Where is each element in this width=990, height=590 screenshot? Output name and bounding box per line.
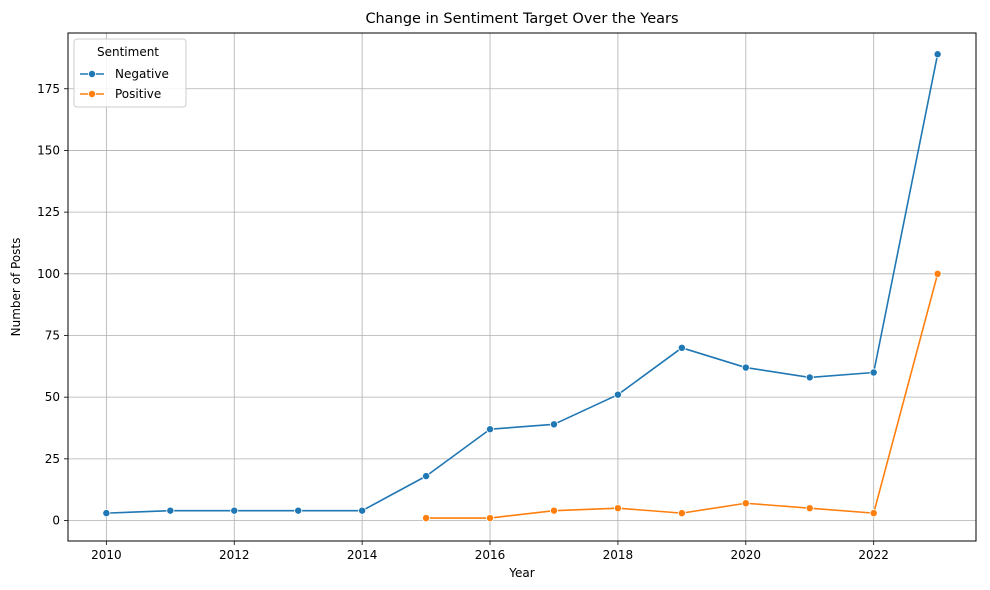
- x-axis-label: Year: [508, 566, 534, 580]
- series-layer: [102, 50, 942, 523]
- positive-data-point: [933, 269, 942, 278]
- y-tick-label: 0: [52, 514, 60, 528]
- negative-data-point: [230, 506, 239, 515]
- positive-data-point: [869, 509, 878, 518]
- x-tick-label: 2014: [347, 548, 378, 562]
- y-tick-label: 150: [37, 143, 60, 157]
- negative-data-point: [102, 509, 111, 518]
- y-tick-label: 50: [45, 390, 60, 404]
- negative-data-point: [613, 390, 622, 399]
- negative-series-line: [106, 54, 939, 514]
- negative-data-point: [549, 420, 558, 429]
- plot-frame: [67, 32, 977, 542]
- legend-negative-label: Negative: [115, 67, 169, 81]
- positive-data-point: [805, 504, 814, 513]
- legend-positive-marker: [88, 90, 97, 99]
- legend: Sentiment Negative Positive: [73, 38, 187, 108]
- legend-positive-label: Positive: [115, 87, 161, 101]
- positive-data-point: [677, 509, 686, 518]
- x-tick-label: 2012: [219, 548, 250, 562]
- negative-data-point: [166, 506, 175, 515]
- x-tick-label: 2010: [91, 548, 122, 562]
- x-tick-label: 2020: [731, 548, 762, 562]
- x-tick-label: 2018: [603, 548, 634, 562]
- negative-data-point: [869, 368, 878, 377]
- positive-data-point: [486, 514, 495, 523]
- legend-negative-marker: [88, 70, 97, 79]
- chart-title: Change in Sentiment Target Over the Year…: [365, 11, 678, 27]
- y-tick-label: 75: [45, 328, 60, 342]
- negative-data-point: [294, 506, 303, 515]
- y-tick-label: 125: [37, 205, 60, 219]
- axis-ticks: 2010 2012 2014 2016 2018 2020 2022 0 25 50 75 100 12…: [37, 82, 889, 562]
- negative-data-point: [486, 425, 495, 434]
- negative-data-point: [805, 373, 814, 382]
- negative-data-point: [741, 363, 750, 372]
- y-tick-label: 25: [45, 452, 60, 466]
- positive-data-point: [422, 514, 431, 523]
- x-tick-label: 2016: [475, 548, 506, 562]
- positive-data-point: [741, 499, 750, 508]
- x-tick-label: 2022: [858, 548, 889, 562]
- y-tick-label: 175: [37, 82, 60, 96]
- positive-data-point: [549, 506, 558, 515]
- positive-data-point: [613, 504, 622, 513]
- legend-title: Sentiment: [97, 45, 159, 59]
- grid-lines: [68, 33, 976, 541]
- y-tick-label: 100: [37, 267, 60, 281]
- negative-data-point: [422, 472, 431, 481]
- negative-data-point: [933, 50, 942, 59]
- negative-data-point: [677, 343, 686, 352]
- legend-entries: Negative Positive: [80, 67, 169, 101]
- y-axis-label: Number of Posts: [9, 238, 23, 337]
- legend-box: [73, 38, 187, 108]
- negative-data-point: [358, 506, 367, 515]
